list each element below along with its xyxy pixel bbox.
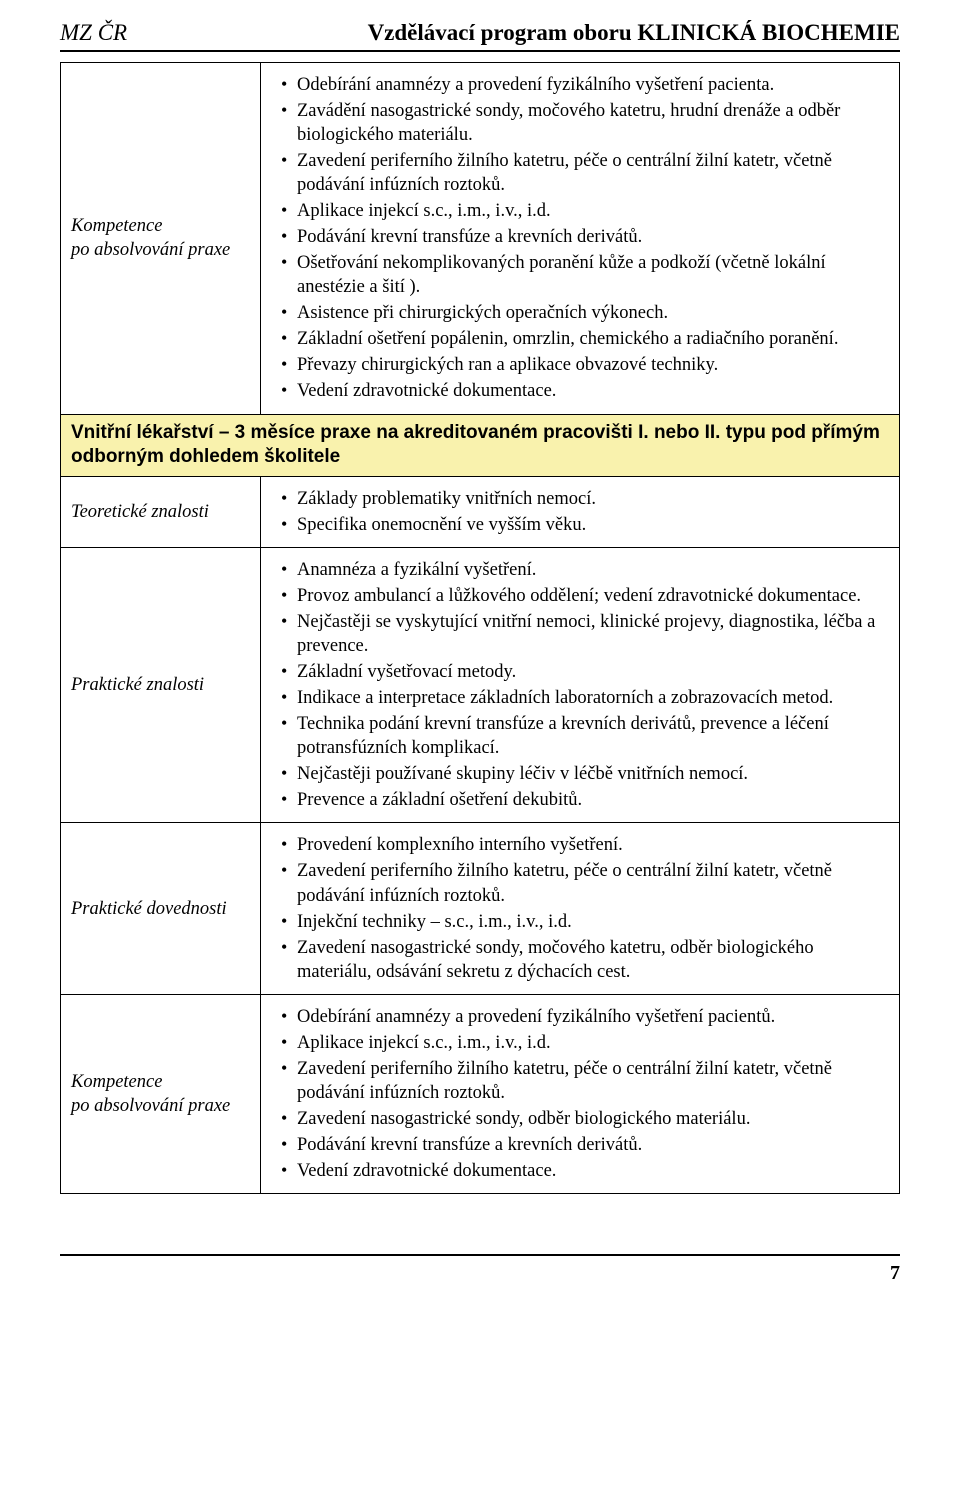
table-row: Teoretické znalosti Základy problematiky… [61, 476, 900, 547]
list-item: Zavedení nasogastrické sondy, močového k… [297, 936, 889, 984]
label-line1: Kompetence po absolvování praxe [71, 216, 230, 260]
list-item: Základní ošetření popálenin, omrzlin, ch… [297, 327, 889, 351]
list-item: Provoz ambulancí a lůžkového oddělení; v… [297, 584, 889, 608]
list-item: Specifika onemocnění ve vyšším věku. [297, 513, 889, 537]
page-number: 7 [890, 1262, 900, 1284]
content-table: Kompetence po absolvování praxe Odebírán… [60, 62, 900, 1194]
list-item: Indikace a interpretace základních labor… [297, 686, 889, 710]
header-left: MZ ČR [60, 18, 127, 48]
list-item: Zavedení periferního žilního katetru, pé… [297, 859, 889, 907]
page-header: MZ ČR Vzdělávací program oboru KLINICKÁ … [60, 18, 900, 52]
table-row: Praktické dovednosti Provedení komplexní… [61, 823, 900, 994]
list-item: Odebírání anamnézy a provedení fyzikální… [297, 1005, 889, 1029]
list-item: Zavádění nasogastrické sondy, močového k… [297, 99, 889, 147]
list-item: Převazy chirurgických ran a aplikace obv… [297, 353, 889, 377]
table-row: Kompetence po absolvování praxe Odebírán… [61, 62, 900, 414]
bullet-list: Základy problematiky vnitřních nemocí. S… [271, 487, 889, 537]
row-label: Kompetence po absolvování praxe [61, 62, 261, 414]
row-label: Praktické dovednosti [61, 823, 261, 994]
row-content: Odebírání anamnézy a provedení fyzikální… [261, 62, 900, 414]
list-item: Nejčastěji používané skupiny léčiv v léč… [297, 762, 889, 786]
list-item: Nejčastěji se vyskytující vnitřní nemoci… [297, 610, 889, 658]
table-row: Praktické znalosti Anamnéza a fyzikální … [61, 547, 900, 822]
section-row: Vnitřní lékařství – 3 měsíce praxe na ak… [61, 414, 900, 476]
list-item: Zavedení periferního žilního katetru, pé… [297, 149, 889, 197]
bullet-list: Odebírání anamnézy a provedení fyzikální… [271, 1005, 889, 1183]
list-item: Podávání krevní transfúze a krevních der… [297, 225, 889, 249]
row-content: Základy problematiky vnitřních nemocí. S… [261, 476, 900, 547]
bullet-list: Provedení komplexního interního vyšetřen… [271, 833, 889, 983]
list-item: Podávání krevní transfúze a krevních der… [297, 1133, 889, 1157]
row-label: Praktické znalosti [61, 547, 261, 822]
list-item: Technika podání krevní transfúze a krevn… [297, 712, 889, 760]
list-item: Injekční techniky – s.c., i.m., i.v., i.… [297, 910, 889, 934]
row-label: Teoretické znalosti [61, 476, 261, 547]
bullet-list: Anamnéza a fyzikální vyšetření. Provoz a… [271, 558, 889, 812]
list-item: Zavedení nasogastrické sondy, odběr biol… [297, 1107, 889, 1131]
list-item: Vedení zdravotnické dokumentace. [297, 1159, 889, 1183]
list-item: Základní vyšetřovací metody. [297, 660, 889, 684]
list-item: Odebírání anamnézy a provedení fyzikální… [297, 73, 889, 97]
header-right: Vzdělávací program oboru KLINICKÁ BIOCHE… [368, 18, 900, 48]
row-content: Anamnéza a fyzikální vyšetření. Provoz a… [261, 547, 900, 822]
list-item: Aplikace injekcí s.c., i.m., i.v., i.d. [297, 1031, 889, 1055]
list-item: Prevence a základní ošetření dekubitů. [297, 788, 889, 812]
row-label: Kompetence po absolvování praxe [61, 994, 261, 1193]
bullet-list: Odebírání anamnézy a provedení fyzikální… [271, 73, 889, 404]
footer: 7 [60, 1254, 900, 1286]
section-heading: Vnitřní lékařství – 3 měsíce praxe na ak… [61, 414, 900, 476]
row-content: Odebírání anamnézy a provedení fyzikální… [261, 994, 900, 1193]
list-item: Asistence při chirurgických operačních v… [297, 301, 889, 325]
list-item: Základy problematiky vnitřních nemocí. [297, 487, 889, 511]
list-item: Provedení komplexního interního vyšetřen… [297, 833, 889, 857]
list-item: Aplikace injekcí s.c., i.m., i.v., i.d. [297, 199, 889, 223]
list-item: Vedení zdravotnické dokumentace. [297, 379, 889, 403]
list-item: Zavedení periferního žilního katetru, pé… [297, 1057, 889, 1105]
table-row: Kompetence po absolvování praxe Odebírán… [61, 994, 900, 1193]
row-content: Provedení komplexního interního vyšetřen… [261, 823, 900, 994]
list-item: Anamnéza a fyzikální vyšetření. [297, 558, 889, 582]
list-item: Ošetřování nekomplikovaných poranění kůž… [297, 251, 889, 299]
